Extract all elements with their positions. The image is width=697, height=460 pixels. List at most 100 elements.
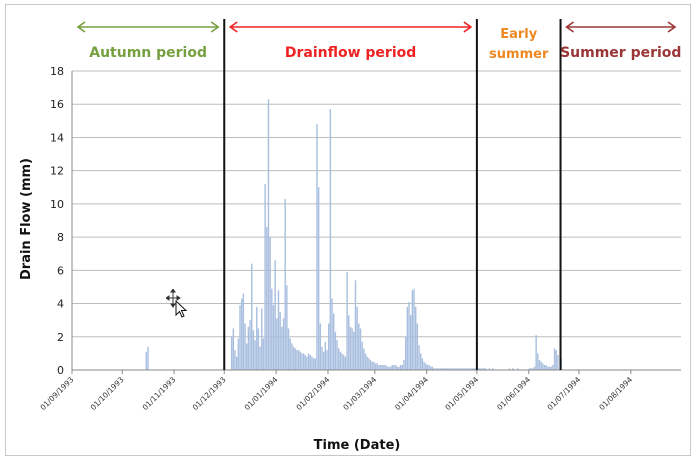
x-tick-label: 01/05/1994: [443, 375, 480, 412]
bar: [351, 328, 353, 370]
bar: [391, 365, 393, 370]
bar: [266, 227, 268, 370]
bar: [399, 365, 402, 370]
bar: [480, 368, 482, 370]
bar: [232, 328, 235, 370]
bar: [312, 358, 315, 370]
bar: [291, 343, 293, 370]
bar: [555, 350, 557, 370]
x-tick-labels: 01/09/1993 01/10/1993 01/11/1993 01/12/1993…: [38, 370, 634, 412]
bar: [485, 368, 487, 370]
bar: [279, 311, 281, 370]
bar: [530, 368, 532, 370]
bar: [271, 288, 273, 370]
bar: [301, 353, 303, 370]
bar: [411, 290, 414, 370]
bar-series: [145, 99, 562, 371]
bar: [356, 306, 358, 370]
bar: [259, 346, 261, 370]
bar: [311, 356, 313, 370]
bar: [247, 326, 250, 370]
bar: [483, 368, 485, 370]
bar: [425, 363, 427, 370]
y-tick-label: 16: [50, 98, 64, 111]
period-label: Drainflow period: [285, 45, 416, 61]
bar: [441, 368, 444, 370]
bar: [317, 187, 320, 370]
bar: [431, 366, 434, 370]
bar: [547, 366, 549, 370]
bar: [430, 366, 432, 370]
bar: [542, 363, 544, 370]
bar: [416, 323, 419, 370]
bar: [321, 346, 323, 370]
chart-frame: 0 2 4 6 8 10 12 14 16 18 01/09/1993 01/10/1993 01/1…: [5, 4, 691, 456]
bar: [341, 353, 343, 370]
bar: [491, 368, 494, 370]
bar: [396, 366, 398, 370]
bar: [379, 365, 382, 370]
bar: [393, 365, 395, 370]
bar: [440, 368, 442, 370]
bar: [388, 366, 390, 370]
bar: [381, 365, 383, 370]
y-tick-label: 4: [57, 298, 64, 311]
bar: [316, 124, 318, 371]
bar: [339, 351, 342, 370]
bar: [277, 290, 280, 370]
period-label: Autumn period: [89, 45, 207, 61]
bar: [286, 285, 288, 370]
bar: [304, 355, 306, 370]
bar: [359, 328, 362, 370]
period-arrowhead: [463, 21, 473, 33]
x-tick-label: 01/07/1994: [545, 375, 582, 412]
bar: [466, 368, 469, 370]
bar: [386, 366, 388, 370]
bar: [445, 368, 447, 370]
bar: [292, 346, 295, 370]
bar: [468, 368, 470, 370]
bar: [251, 263, 253, 370]
bar: [237, 338, 240, 370]
bar: [435, 368, 437, 370]
bar: [297, 350, 300, 370]
bar: [456, 368, 459, 370]
y-tick-label: 12: [50, 165, 64, 178]
bar: [374, 363, 377, 370]
bar: [384, 365, 387, 370]
y-tick-label: 8: [57, 231, 64, 244]
bar: [557, 355, 559, 370]
bar: [307, 353, 310, 370]
bar: [532, 368, 534, 370]
bar: [302, 353, 305, 370]
bar: [326, 350, 328, 370]
bar: [244, 323, 246, 370]
period-arrowhead: [228, 21, 238, 33]
bar: [235, 356, 238, 370]
bar: [322, 351, 325, 370]
bar: [545, 365, 547, 370]
bar: [426, 365, 429, 370]
bar: [409, 315, 412, 370]
bar: [319, 323, 322, 370]
period-dividers: [223, 19, 562, 370]
bar: [465, 368, 467, 370]
bar: [331, 298, 333, 370]
bar: [453, 368, 455, 370]
bar: [428, 365, 430, 370]
bar: [284, 198, 286, 370]
bar: [403, 360, 405, 370]
bar: [436, 368, 439, 370]
bar: [324, 341, 327, 370]
bar: [329, 109, 332, 370]
y-tick-label: 18: [50, 65, 64, 78]
bar: [296, 350, 298, 370]
bar: [414, 306, 417, 370]
bar: [421, 358, 424, 370]
bar: [401, 365, 404, 370]
y-tick-label: 6: [57, 264, 64, 277]
bar: [249, 320, 251, 370]
bar: [450, 368, 452, 370]
bar: [383, 365, 385, 370]
bar: [262, 338, 265, 370]
